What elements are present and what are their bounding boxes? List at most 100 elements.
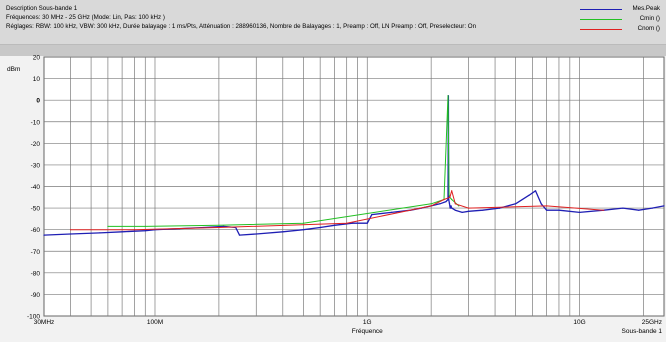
x-tick-label: 1G [363,319,372,326]
data-point [534,190,537,192]
data-point [663,205,665,207]
y-tick-label: -100 [27,314,40,321]
chart-header: Description Sous-bande 1 Fréquences: 30 … [0,0,666,44]
legend-swatch-cnom [580,29,622,30]
data-point [366,222,368,224]
y-tick-label: -40 [31,184,41,191]
legend-item-cnom: Cnom () [580,24,660,34]
data-point [218,226,220,229]
header-frequencies: Fréquences: 30 MHz - 25 GHz (Mode: Lin, … [6,14,165,21]
data-point [107,225,109,227]
data-point [467,207,470,209]
data-point [351,222,353,224]
y-tick-label: -20 [31,141,41,148]
legend-item-cmin: Cmin () [580,14,660,24]
data-point [99,232,101,234]
data-point [448,198,450,201]
data-point [218,224,220,226]
data-point [461,211,463,213]
header-separator [0,44,666,57]
y-tick-label: -50 [31,206,41,213]
data-point [499,207,501,209]
legend-swatch-mes-peak [580,9,622,10]
x-axis-label: Fréquence [352,328,383,335]
y-tick-label: 0 [36,98,40,105]
data-point [390,211,392,213]
y-tick-label: 20 [33,55,41,62]
y-tick-label: -70 [31,249,41,256]
data-point [43,234,45,236]
data-point [333,224,335,226]
data-point [443,198,445,201]
data-point [578,211,581,213]
data-point [319,226,321,229]
y-tick-label: -30 [31,162,41,169]
x-tick-label: 30MHz [34,319,55,326]
data-point [69,229,72,231]
y-tick-label: -60 [31,227,41,234]
data-point [121,231,123,233]
x-tick-label: 25GHz [642,319,662,326]
data-point [448,203,451,205]
data-point [371,214,373,216]
data-point [603,209,605,211]
data-point [439,203,441,205]
data-point [558,209,560,211]
data-point [622,207,624,209]
data-point [451,198,453,201]
grid [43,56,665,317]
y-tick-label: -80 [31,270,41,277]
data-point [282,231,284,233]
data-point [238,234,241,236]
data-point [69,233,72,235]
header-settings: Réglages: RBW: 100 kHz, VBW: 300 kHz, Du… [6,23,477,30]
y-tick-label: -10 [31,119,41,126]
x-tick-label: 100M [147,319,163,326]
data-point [255,233,257,235]
data-point [528,194,530,196]
data-point [454,209,456,211]
data-point [144,230,146,232]
data-point [222,225,224,227]
data-point [546,209,548,211]
data-point [449,207,451,209]
data-point [515,203,517,205]
data-point [458,205,460,207]
data-point [482,209,484,211]
header-description: Description Sous-bande 1 [6,5,78,12]
data-point [447,95,449,97]
data-point [302,229,304,231]
legend-label: Cmin () [639,15,660,22]
series-cnom [69,190,605,231]
x-tick-label: 10G [573,319,585,326]
series-layer [43,95,665,236]
legend-item-mes-peak: Mes.Peak [580,4,660,14]
y-tick-label: 10 [33,76,41,83]
data-point [445,201,447,203]
data-point [144,225,146,227]
data-point [454,203,456,205]
data-point [451,207,453,209]
data-point [651,207,653,209]
data-point [449,196,451,198]
data-point [448,194,450,196]
axes: 20 10 0 -10 -20 -30 -40 -50 -60 -70 -80 -90 -100 dBm 3… [7,55,662,336]
series-mes-peak [43,95,665,236]
legend-label: Mes.Peak [632,5,660,12]
data-point [430,205,432,207]
data-point [450,205,452,207]
y-axis-label: dBm [7,66,20,73]
series-line [70,190,604,231]
data-point [346,222,348,224]
data-point [467,210,470,212]
data-point [451,190,453,192]
legend: Mes.Peak Cmin () Cnom () [580,4,660,34]
y-tick-label: -90 [31,292,41,299]
legend-label: Cnom () [637,25,660,32]
sub-band-label: Sous-bande 1 [622,328,663,335]
data-point [430,203,432,205]
data-point [546,205,548,207]
data-point [302,222,304,224]
data-point [638,209,640,211]
